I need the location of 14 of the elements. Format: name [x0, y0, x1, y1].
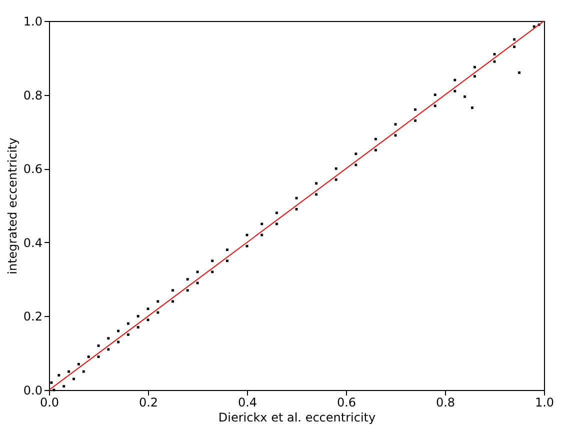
y-tick-label: 0.2 [23, 310, 42, 324]
y-tick-label: 1.0 [23, 14, 42, 28]
x-tick-label: 1.0 [534, 396, 554, 410]
y-tick-label: 0.4 [23, 236, 42, 250]
x-tick-label: 0.2 [138, 396, 158, 410]
x-tick-label: 0.6 [336, 396, 356, 410]
x-tick-label: 0.8 [436, 396, 456, 410]
x-tick-label: 0.0 [40, 396, 60, 410]
y-tick-label: 0.0 [23, 384, 42, 398]
x-tick-label: 0.4 [238, 396, 258, 410]
x-axis-title: Dierickx et al. eccentricity [218, 410, 376, 424]
y-tick-label: 0.8 [23, 88, 42, 102]
y-axis-title: integrated eccentricity [5, 138, 20, 274]
y-tick-label: 0.6 [23, 162, 42, 176]
